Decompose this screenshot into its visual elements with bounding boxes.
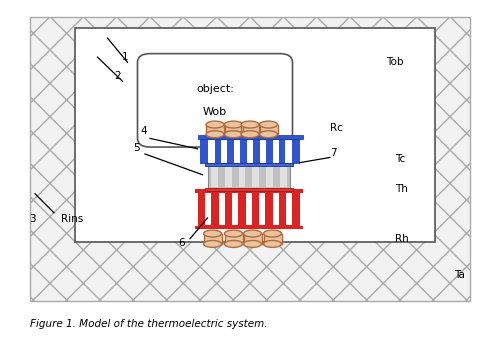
Bar <box>238 167 245 187</box>
Bar <box>244 234 262 244</box>
Bar <box>205 193 212 225</box>
Ellipse shape <box>224 230 242 237</box>
Text: 2: 2 <box>114 71 121 81</box>
Text: Tob: Tob <box>386 57 404 67</box>
Bar <box>280 167 286 187</box>
Bar <box>221 140 228 163</box>
Text: Th: Th <box>395 184 408 193</box>
Ellipse shape <box>224 240 242 247</box>
Text: Figure 1. Model of the thermoelectric system.: Figure 1. Model of the thermoelectric sy… <box>30 319 268 328</box>
Bar <box>225 167 232 187</box>
Bar <box>246 193 252 225</box>
Bar <box>204 234 222 244</box>
Bar <box>200 138 300 164</box>
Bar <box>195 189 302 193</box>
Bar <box>195 226 302 229</box>
Text: Tc: Tc <box>395 154 405 164</box>
Bar <box>272 140 279 163</box>
Ellipse shape <box>204 240 222 247</box>
Bar <box>205 163 292 166</box>
Bar <box>224 125 242 134</box>
Bar <box>247 140 253 163</box>
Text: 1: 1 <box>122 52 128 62</box>
Ellipse shape <box>206 131 224 138</box>
Bar <box>241 125 259 134</box>
Text: Ta: Ta <box>454 270 466 280</box>
Text: Rc: Rc <box>330 123 343 133</box>
Ellipse shape <box>244 240 262 247</box>
Bar <box>208 165 290 189</box>
Bar <box>286 193 292 225</box>
Ellipse shape <box>244 230 262 237</box>
Text: 3: 3 <box>29 214 36 224</box>
Ellipse shape <box>264 240 281 247</box>
Bar <box>198 192 300 227</box>
Bar <box>260 125 278 134</box>
Bar <box>272 193 279 225</box>
Bar <box>208 140 214 163</box>
Bar <box>211 167 218 187</box>
Text: Rh: Rh <box>395 235 409 244</box>
Bar <box>224 234 242 244</box>
Bar <box>286 140 292 163</box>
Text: 7: 7 <box>330 148 336 158</box>
Ellipse shape <box>264 230 281 237</box>
Text: Wob: Wob <box>203 107 227 117</box>
Ellipse shape <box>204 230 222 237</box>
Ellipse shape <box>224 121 242 128</box>
FancyBboxPatch shape <box>138 54 292 147</box>
Ellipse shape <box>241 131 259 138</box>
Bar <box>30 17 470 301</box>
Ellipse shape <box>206 121 224 128</box>
Bar <box>232 193 238 225</box>
Bar <box>206 125 224 134</box>
Ellipse shape <box>260 131 278 138</box>
Ellipse shape <box>241 121 259 128</box>
Bar <box>259 193 266 225</box>
Ellipse shape <box>224 131 242 138</box>
Ellipse shape <box>260 121 278 128</box>
Text: 4: 4 <box>140 127 147 136</box>
Bar <box>252 167 259 187</box>
Bar <box>234 140 240 163</box>
Text: 6: 6 <box>178 238 185 248</box>
Bar <box>266 167 273 187</box>
Text: object:: object: <box>196 84 234 94</box>
Text: 5: 5 <box>134 143 140 153</box>
Bar <box>260 140 266 163</box>
Bar <box>75 28 435 242</box>
Bar <box>205 188 292 191</box>
Text: Rins: Rins <box>62 214 84 224</box>
Bar <box>218 193 225 225</box>
Bar <box>264 234 281 244</box>
Bar <box>198 135 302 139</box>
